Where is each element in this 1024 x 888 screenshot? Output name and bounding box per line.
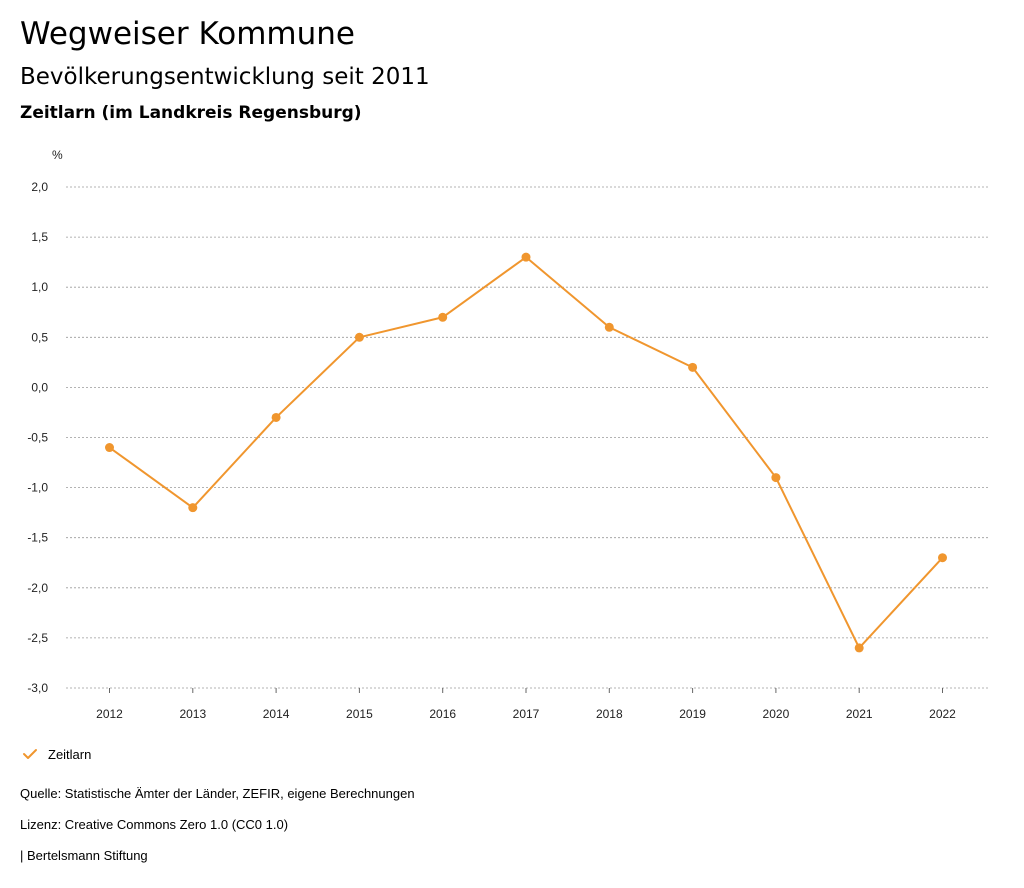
x-tick-label: 2022 [929, 707, 956, 721]
x-tick-label: 2017 [513, 707, 540, 721]
source-note: Quelle: Statistische Ämter der Länder, Z… [20, 786, 415, 801]
y-tick-label: 0,5 [31, 330, 48, 344]
data-point[interactable] [604, 322, 614, 332]
publisher-note: | Bertelsmann Stiftung [20, 848, 148, 863]
x-axis: 2012 2013 2014 2015 2016 2017 2018 2019 2020 2021… [96, 688, 956, 721]
y-tick-label: -1,0 [27, 481, 48, 495]
y-axis: % 2,0 1,5 1,0 0,5 0,0 -0,5 -1,0 -1,5 -2,0 -2,5 -3,0 [27, 148, 63, 695]
x-tick-label: 2020 [763, 707, 790, 721]
x-tick-label: 2013 [179, 707, 206, 721]
x-tick-label: 2012 [96, 707, 123, 721]
y-tick-label: -2,0 [27, 581, 48, 595]
data-point[interactable] [688, 362, 698, 372]
x-tick-label: 2014 [263, 707, 290, 721]
y-tick-label: -0,5 [27, 431, 48, 445]
y-tick-label: 2,0 [31, 180, 48, 194]
x-tick-label: 2019 [679, 707, 706, 721]
x-tick-label: 2015 [346, 707, 373, 721]
y-tick-label: 0,0 [31, 380, 48, 394]
data-point[interactable] [854, 643, 864, 653]
x-tick-label: 2018 [596, 707, 623, 721]
x-tick-label: 2021 [846, 707, 873, 721]
data-point[interactable] [438, 312, 448, 322]
page-title: Wegweiser Kommune [20, 16, 355, 52]
region-label: Zeitlarn (im Landkreis Regensburg) [20, 103, 362, 123]
y-tick-label: -2,5 [27, 631, 48, 645]
data-point[interactable] [105, 443, 114, 453]
y-axis-unit: % [52, 148, 63, 162]
series-line [108, 256, 944, 649]
data-point[interactable] [271, 412, 281, 422]
line-chart: % 2,0 1,5 1,0 0,5 0,0 -0,5 -1,0 -1,5 -2,0 -2,5 -3,0… [27, 148, 990, 721]
y-tick-label: 1,0 [31, 280, 48, 294]
x-tick-label: 2016 [429, 707, 456, 721]
data-point[interactable] [521, 252, 531, 262]
y-tick-label: 1,5 [31, 230, 48, 244]
y-tick-label: -1,5 [27, 531, 48, 545]
y-tick-label: -3,0 [27, 681, 48, 695]
series-zeitlarn[interactable] [105, 252, 947, 653]
chart-subtitle: Bevölkerungsentwicklung seit 2011 [20, 64, 430, 90]
data-point[interactable] [188, 503, 198, 513]
data-point[interactable] [938, 553, 947, 563]
license-note: Lizenz: Creative Commons Zero 1.0 (CC0 1… [20, 817, 289, 832]
legend-label-zeitlarn: Zeitlarn [48, 746, 92, 762]
legend[interactable]: Zeitlarn [22, 744, 91, 764]
data-point[interactable] [771, 473, 781, 483]
data-point[interactable] [354, 332, 364, 342]
grid-lines [66, 186, 990, 689]
check-icon [23, 749, 37, 759]
